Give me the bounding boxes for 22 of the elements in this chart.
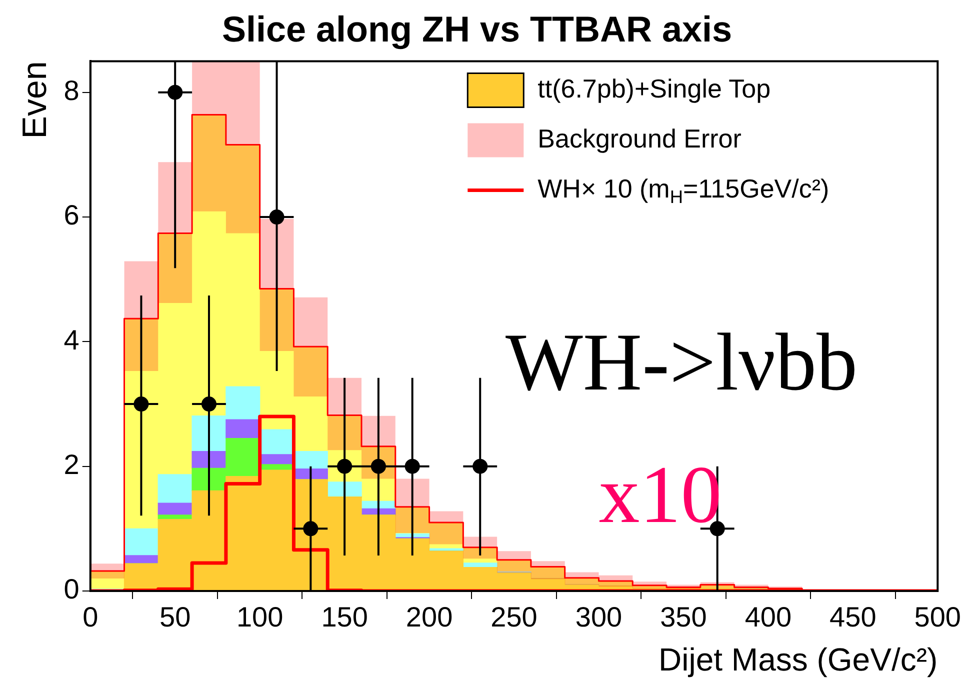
y-tick-label: 4 [64,324,80,356]
x-tick-label: 450 [830,602,876,633]
y-tick-label: 0 [64,574,80,605]
legend-label: tt(6.7pb)+Single Top [538,73,771,104]
x-tick-label: 350 [660,602,707,633]
x-tick-label: 0 [82,602,98,633]
legend-label: Background Error [538,123,742,154]
chart-title: Slice along ZH vs TTBAR axis [222,8,732,50]
y-tick-label: 6 [64,200,80,231]
y-tick-label: 2 [64,449,80,480]
x-tick-label: 50 [160,602,191,633]
x-tick-label: 100 [236,602,284,633]
x-tick-label: 500 [914,602,961,633]
y-axis-title: Even [16,61,54,139]
x-tick-label: 400 [744,602,792,633]
annotation: WH->lνbb [506,316,858,408]
x-axis-title: Dijet Mass (GeV/c²) [658,642,938,678]
x-tick-label: 200 [406,602,453,633]
x-tick-label: 300 [575,602,622,633]
x-tick-label: 150 [321,602,368,633]
x-tick-label: 250 [490,602,538,633]
y-tick-label: 8 [64,75,80,106]
